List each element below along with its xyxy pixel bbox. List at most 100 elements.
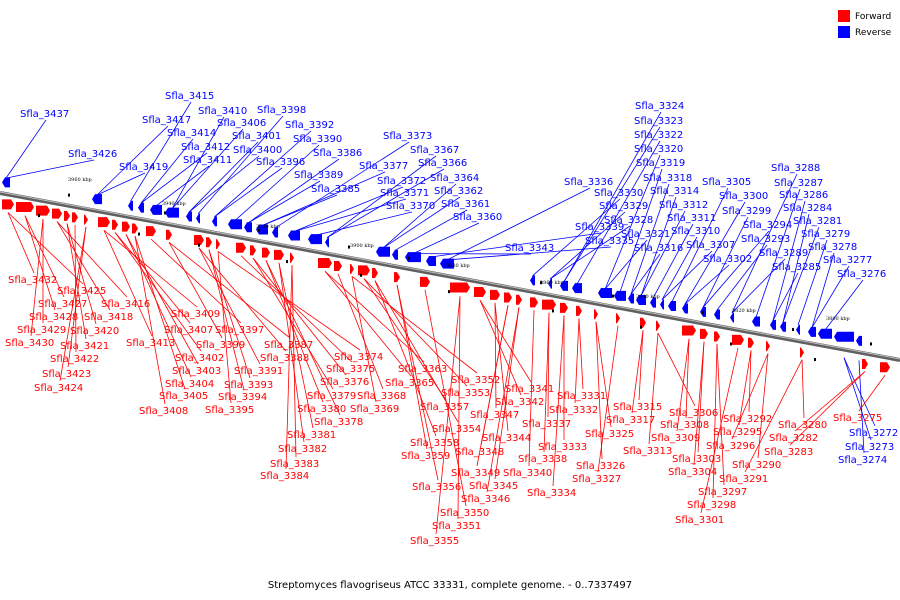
leader-line	[59, 226, 87, 382]
leader-line	[5, 119, 47, 179]
leader-line	[396, 284, 439, 481]
leader-line	[744, 359, 803, 473]
reverse-gene-label: Sfla_3437	[20, 109, 69, 120]
forward-gene-label: Sfla_3325	[585, 429, 634, 440]
leader-line	[125, 234, 199, 365]
reverse-gene-label: Sfla_3389	[294, 170, 343, 181]
leader-line	[188, 141, 259, 213]
scale-dash	[540, 281, 542, 285]
forward-gene-label: Sfla_3393	[224, 380, 273, 391]
reverse-gene-label: Sfla_3312	[659, 200, 708, 211]
reverse-gene-label: Sfla_3370	[386, 201, 435, 212]
leader-line	[685, 338, 690, 419]
forward-gene-label: Sfla_3363	[398, 364, 447, 375]
reverse-gene-label: Sfla_3361	[441, 199, 490, 210]
forward-gene-label: Sfla_3384	[260, 471, 309, 482]
reverse-gene-arrow	[628, 293, 634, 304]
reverse-gene-arrow	[244, 222, 252, 233]
gene-arrows	[2, 177, 890, 373]
reverse-gene-label: Sfla_3372	[377, 176, 426, 187]
leader-line	[326, 155, 437, 238]
forward-gene-label: Sfla_3420	[70, 326, 119, 337]
leader-line	[56, 221, 111, 311]
reverse-gene-arrow	[780, 321, 786, 332]
scale-dash	[702, 311, 704, 315]
reverse-gene-label: Sfla_3414	[167, 128, 216, 139]
forward-gene-arrow	[194, 234, 204, 245]
leader-line	[731, 258, 786, 314]
axis-tick-label: 3880 kbp	[446, 263, 470, 269]
leader-line	[67, 226, 87, 368]
reverse-gene-label: Sfla_3286	[779, 190, 828, 201]
leader-line	[486, 307, 520, 493]
leader-line	[171, 116, 225, 210]
forward-gene-arrow	[616, 313, 620, 324]
forward-gene-arrow	[318, 258, 332, 269]
leader-line	[494, 302, 497, 409]
forward-gene-label: Sfla_3418	[84, 312, 133, 323]
leader-line	[789, 371, 866, 446]
reverse-gene-label: Sfla_3329	[599, 201, 648, 212]
leader-line	[532, 198, 621, 277]
reverse-gene-label: Sfla_3406	[217, 118, 266, 129]
reverse-gene-label: Sfla_3366	[418, 158, 467, 169]
scale-dash	[730, 342, 732, 346]
reverse-gene-arrow	[2, 177, 10, 188]
reverse-gene-label: Sfla_3392	[285, 120, 334, 131]
forward-gene-arrow	[490, 289, 500, 300]
leader-line	[479, 299, 532, 383]
leader-line	[351, 275, 478, 374]
forward-gene-label: Sfla_3409	[171, 309, 220, 320]
reverse-gene-label: Sfla_3371	[380, 188, 429, 199]
reverse-gene-arrow	[165, 207, 179, 218]
forward-gene-arrow	[420, 276, 430, 287]
reverse-gene-label: Sfla_3343	[505, 243, 554, 254]
axis-tick-label: 3940 kbp	[162, 201, 186, 207]
forward-gene-label: Sfla_3413	[126, 338, 175, 349]
forward-gene-label: Sfla_3405	[159, 391, 208, 402]
forward-gene-label: Sfla_3353	[441, 388, 490, 399]
scale-dash	[612, 294, 614, 298]
forward-gene-label: Sfla_3427	[38, 299, 87, 310]
leader-line	[755, 188, 801, 318]
forward-gene-label: Sfla_3375	[326, 364, 375, 375]
genome-backbone	[0, 191, 900, 362]
leader-line	[394, 209, 468, 251]
forward-gene-label: Sfla_3423	[42, 369, 91, 380]
forward-gene-arrow	[732, 334, 744, 345]
forward-gene-arrow	[334, 260, 342, 271]
leader-line	[676, 338, 690, 432]
leader-line	[240, 255, 353, 363]
leader-line	[134, 235, 186, 390]
forward-gene-arrow	[2, 199, 14, 210]
legend-reverse-swatch	[838, 26, 850, 38]
leader-line	[140, 138, 194, 204]
reverse-gene-label: Sfla_3335	[585, 236, 634, 247]
leader-line	[363, 278, 447, 401]
leader-line	[168, 242, 291, 339]
leader-line	[731, 173, 798, 313]
reverse-gene-arrow	[796, 324, 800, 335]
reverse-gene-arrow	[530, 275, 535, 286]
scale-dash	[198, 243, 200, 247]
axis-tick-label: 3960 kbp	[68, 177, 92, 183]
reverse-gene-label: Sfla_3328	[604, 215, 653, 226]
reverse-gene-label: Sfla_3294	[743, 220, 792, 231]
leader-line	[782, 213, 810, 323]
leader-line	[549, 225, 631, 280]
leader-line	[684, 201, 746, 305]
forward-gene-arrow	[206, 237, 212, 248]
leader-line	[125, 234, 192, 378]
leader-line	[197, 115, 284, 215]
reverse-gene-label: Sfla_3272	[849, 428, 898, 439]
leader-line	[597, 325, 619, 473]
leader-line	[630, 253, 661, 295]
gene-labels: 3960 kbp 3940 kbp 3920 kbp 3900 kbp 3880 kbp…	[5, 91, 898, 547]
leader-line	[494, 307, 520, 480]
forward-gene-label: Sfla_3282	[769, 433, 818, 444]
leader-lines	[5, 101, 886, 535]
leader-line	[811, 265, 850, 328]
forward-gene-arrow	[146, 226, 156, 237]
forward-gene-label: Sfla_3349	[451, 468, 500, 479]
forward-gene-arrow	[560, 302, 568, 313]
